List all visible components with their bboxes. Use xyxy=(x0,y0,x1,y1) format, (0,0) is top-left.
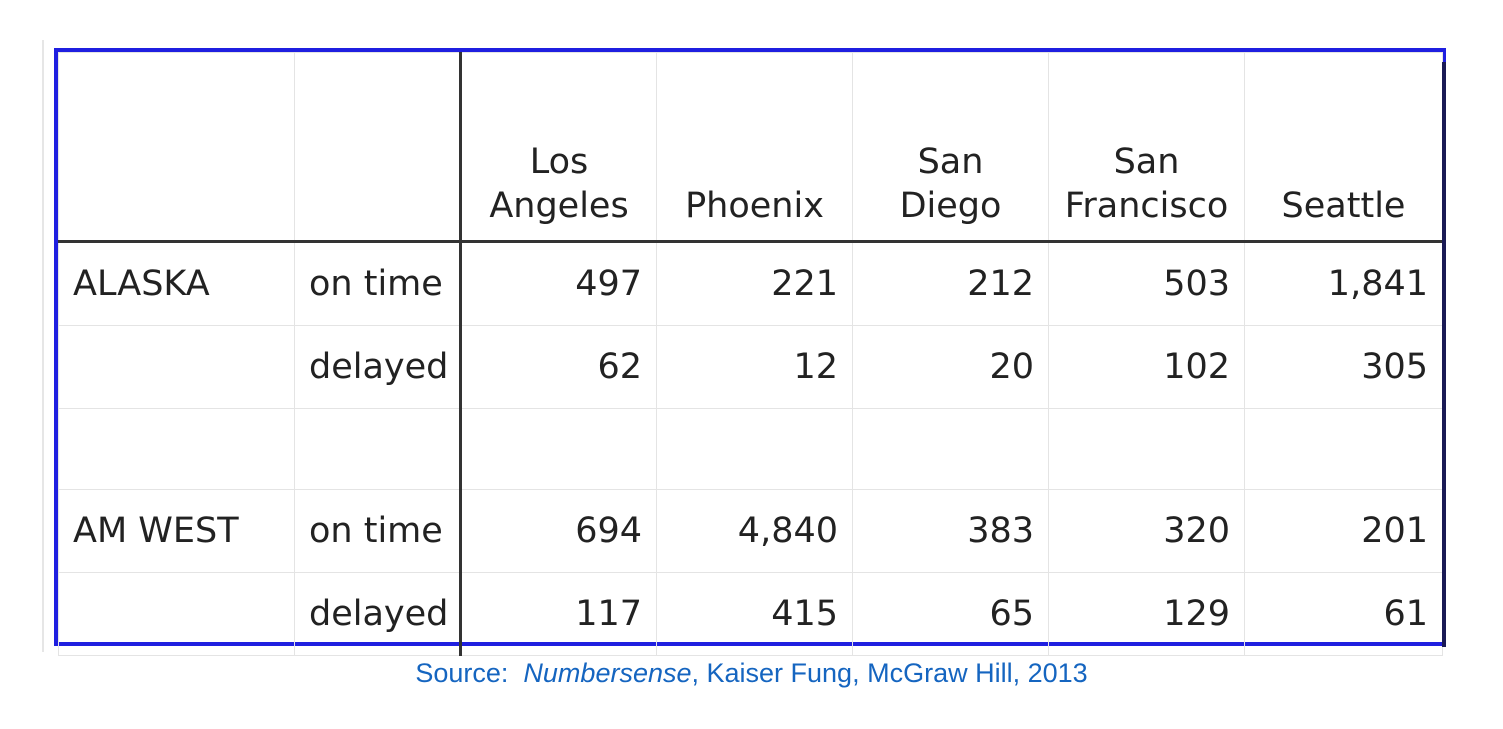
header-line2: Angeles xyxy=(489,186,629,226)
value-cell: 383 xyxy=(852,489,1049,573)
value-cell: 117 xyxy=(460,572,657,656)
header-cell-airline xyxy=(58,52,295,243)
spacer-row xyxy=(58,408,1443,490)
value-cell: 61 xyxy=(1244,572,1443,656)
status-cell: on time xyxy=(294,241,462,326)
source-details: , Kaiser Fung, McGraw Hill, 2013 xyxy=(691,658,1088,688)
header-line2: Francisco xyxy=(1064,186,1229,226)
table-row: ALASKA on time 497 221 212 503 1,841 xyxy=(58,241,1443,326)
header-cell-seattle: Seattle xyxy=(1244,52,1443,243)
status-cell: delayed xyxy=(294,325,462,409)
value-cell: 129 xyxy=(1048,572,1245,656)
value-cell: 12 xyxy=(656,325,853,409)
value-cell: 4,840 xyxy=(656,489,853,573)
header-row: Los Angeles Phoenix San Diego San Franci… xyxy=(58,52,1443,243)
source-caption: Source: Numbersense, Kaiser Fung, McGraw… xyxy=(0,658,1503,689)
table-row: AM WEST on time 694 4,840 383 320 201 xyxy=(58,489,1443,573)
airline-cell xyxy=(58,325,295,409)
value-cell: 212 xyxy=(852,241,1049,326)
airline-cell: ALASKA xyxy=(58,241,295,326)
header-cell-san-francisco: San Francisco xyxy=(1048,52,1245,243)
value-cell: 62 xyxy=(460,325,657,409)
value-cell: 497 xyxy=(460,241,657,326)
value-cell: 694 xyxy=(460,489,657,573)
header-line1: Los xyxy=(529,142,589,182)
empty-cell xyxy=(460,408,657,490)
header-cell-status xyxy=(294,52,462,243)
value-cell: 201 xyxy=(1244,489,1443,573)
value-cell: 305 xyxy=(1244,325,1443,409)
status-cell: on time xyxy=(294,489,462,573)
airline-cell xyxy=(58,572,295,656)
empty-cell xyxy=(58,408,295,490)
table-row: delayed 117 415 65 129 61 xyxy=(58,572,1443,656)
value-cell: 415 xyxy=(656,572,853,656)
table-row: delayed 62 12 20 102 305 xyxy=(58,325,1443,409)
value-cell: 320 xyxy=(1048,489,1245,573)
empty-cell xyxy=(852,408,1049,490)
empty-cell xyxy=(656,408,853,490)
header-cell-los-angeles: Los Angeles xyxy=(460,52,657,243)
empty-cell xyxy=(1244,408,1443,490)
source-prefix: Source: xyxy=(415,658,524,688)
header-cell-phoenix: Phoenix xyxy=(656,52,853,243)
value-cell: 221 xyxy=(656,241,853,326)
value-cell: 65 xyxy=(852,572,1049,656)
header-line1: San xyxy=(1113,142,1180,182)
header-line1: San xyxy=(917,142,984,182)
value-cell: 503 xyxy=(1048,241,1245,326)
flight-delay-table: Los Angeles Phoenix San Diego San Franci… xyxy=(58,52,1443,656)
value-cell: 20 xyxy=(852,325,1049,409)
empty-cell xyxy=(294,408,462,490)
value-cell: 102 xyxy=(1048,325,1245,409)
status-cell: delayed xyxy=(294,572,462,656)
source-book-title: Numbersense xyxy=(523,658,692,688)
header-cell-san-diego: San Diego xyxy=(852,52,1049,243)
table-frame: Los Angeles Phoenix San Diego San Franci… xyxy=(54,48,1446,656)
header-line2: Diego xyxy=(899,186,1002,226)
header-line2: Phoenix xyxy=(685,186,824,226)
empty-cell xyxy=(1048,408,1245,490)
left-edge-line xyxy=(42,40,44,652)
value-cell: 1,841 xyxy=(1244,241,1443,326)
header-line2: Seattle xyxy=(1281,186,1406,226)
airline-cell: AM WEST xyxy=(58,489,295,573)
